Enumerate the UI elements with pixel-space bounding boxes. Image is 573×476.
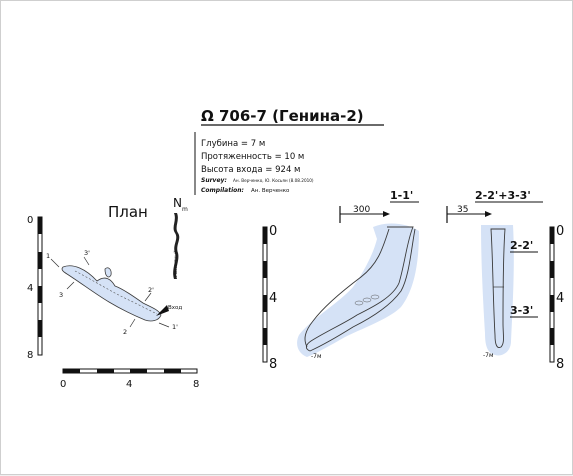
plan-scale-label-8: 8 bbox=[27, 350, 33, 361]
station-label-1: 1 bbox=[46, 252, 50, 260]
section-1-1: 1-1' 300 -7м bbox=[297, 189, 419, 360]
depth-label-2: -7м bbox=[483, 352, 494, 359]
compilation-label: Compilation: bbox=[201, 187, 244, 194]
plan-vertical-scale: 0 4 8 bbox=[27, 215, 43, 361]
plan-label: План bbox=[108, 203, 148, 221]
north-arrow-icon: N m Магнитный bbox=[172, 196, 188, 279]
entrance-label: Вход bbox=[168, 305, 182, 311]
compilation-value: Ан. Верченко bbox=[251, 188, 290, 194]
subsection-3-label: 3-3' bbox=[510, 304, 533, 317]
station-label-3: 3 bbox=[59, 291, 63, 299]
section-right-label-4: 4 bbox=[556, 291, 564, 306]
station-label-1p: 1' bbox=[172, 323, 178, 331]
station-label-3p: 3' bbox=[84, 249, 90, 257]
station-label-2p: 2' bbox=[148, 286, 154, 294]
svg-text:N: N bbox=[173, 196, 182, 210]
section-left-label-4: 4 bbox=[269, 291, 277, 306]
horizontal-scale: 0 4 8 bbox=[60, 368, 199, 390]
azimuth-2-label: 35 bbox=[457, 205, 468, 215]
length-text: Протяженность = 10 м bbox=[201, 152, 304, 162]
svg-text:m: m bbox=[182, 206, 188, 213]
svg-text:Магнитный: Магнитный bbox=[172, 250, 179, 277]
section-2-label: 2-2'+3-3' bbox=[475, 189, 531, 202]
section-left-label-0: 0 bbox=[269, 224, 277, 239]
survey-title: Ω 706-7 (Генина-2) bbox=[201, 107, 364, 125]
depth-text: Глубина = 7 м bbox=[201, 139, 265, 149]
entrance-arrow-icon bbox=[156, 305, 169, 316]
azimuth-1-label: 300 bbox=[353, 205, 370, 215]
altitude-text: Высота входа = 924 м bbox=[201, 165, 300, 175]
station-label-2: 2 bbox=[123, 328, 127, 336]
azimuth-arrow-icon bbox=[383, 211, 390, 217]
survey-label: Survey: bbox=[201, 177, 227, 184]
plan-cave-outline: Вход 1' 2 2' 3 3' 1 bbox=[46, 249, 182, 336]
plan-scale-label-4: 4 bbox=[27, 283, 33, 294]
section-1-label: 1-1' bbox=[390, 189, 413, 202]
subsection-2-label: 2-2' bbox=[510, 239, 533, 252]
h-scale-label-0: 0 bbox=[60, 379, 66, 390]
azimuth-arrow-2-icon bbox=[485, 211, 492, 217]
section-right-label-8: 8 bbox=[556, 357, 564, 372]
h-scale-label-4: 4 bbox=[126, 379, 132, 390]
section-right-scale: 0 4 8 bbox=[549, 224, 564, 372]
plan-scale-label-0: 0 bbox=[27, 215, 33, 226]
survey-value: Ан. Верченко, Ю. Косьян (8.08.2010) bbox=[233, 178, 314, 183]
section-left-label-8: 8 bbox=[269, 357, 277, 372]
section-left-scale: 0 4 8 bbox=[262, 224, 277, 372]
section-right-label-0: 0 bbox=[556, 224, 564, 239]
depth-label-1: -7м bbox=[311, 353, 322, 360]
section-2-3: 2-2'+3-3' 35 -7м 2-2' 3-3' bbox=[446, 189, 543, 359]
h-scale-label-8: 8 bbox=[193, 379, 199, 390]
